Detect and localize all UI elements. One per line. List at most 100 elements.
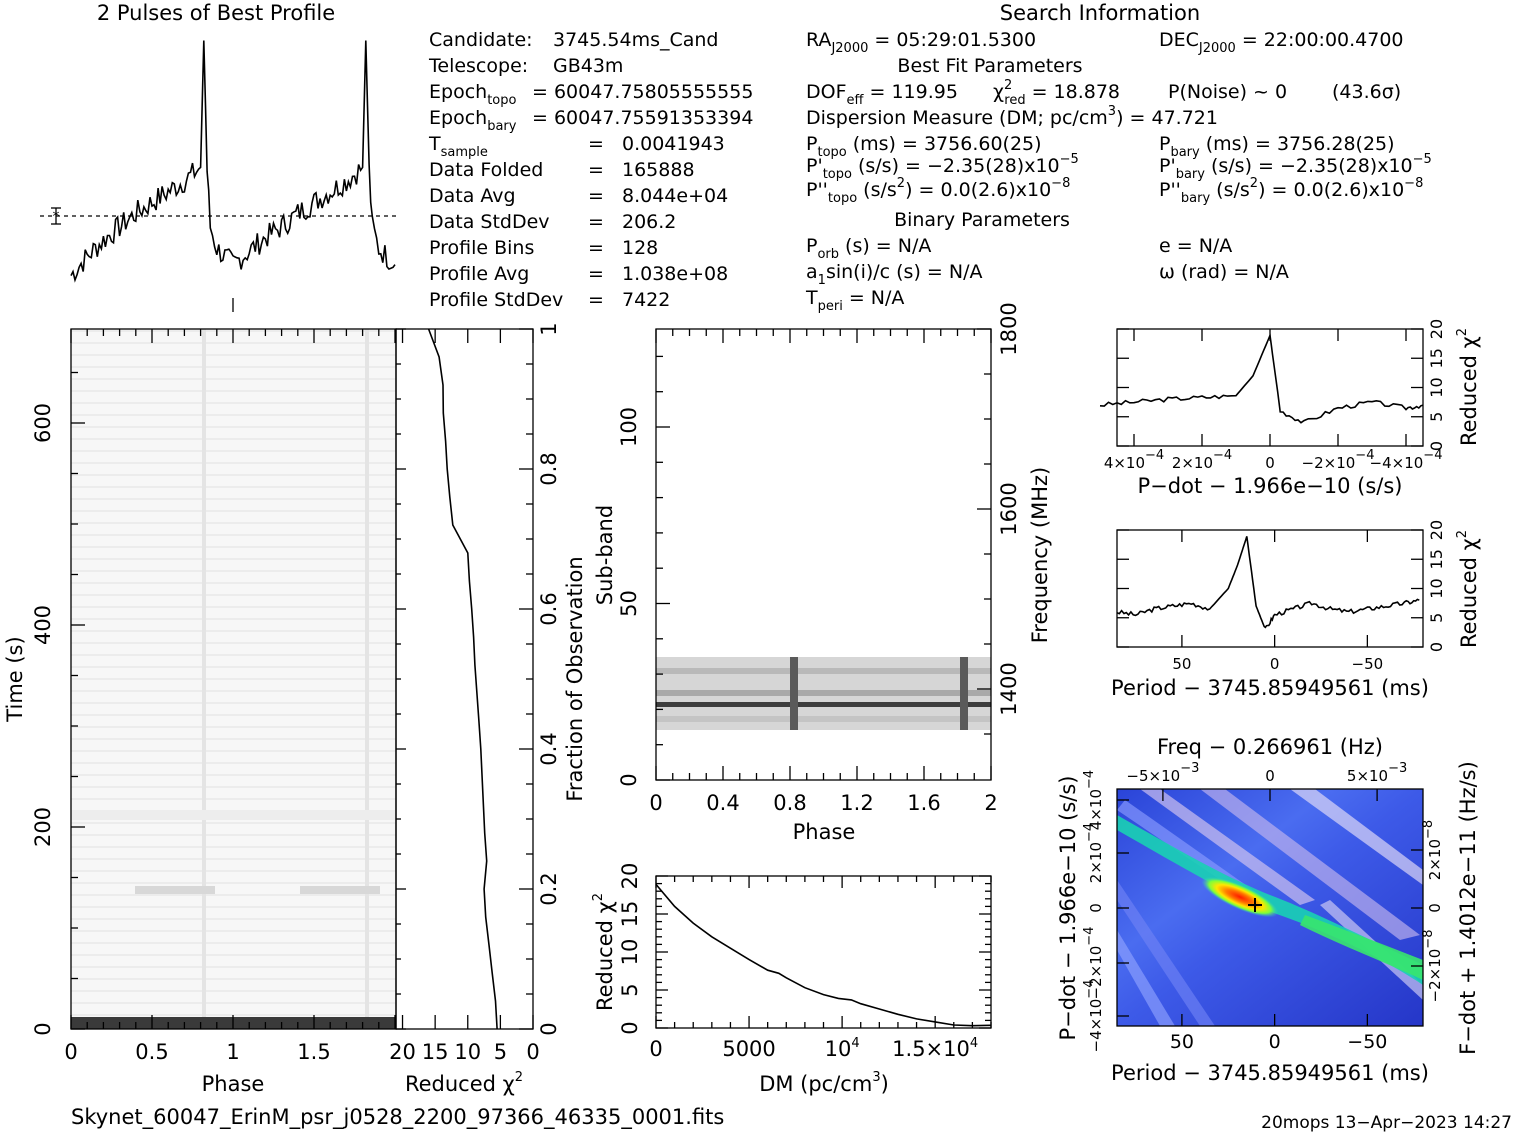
subband-rtick: 1600 xyxy=(997,482,1021,535)
subband-ticks: 0 0.4 0.8 1.2 1.6 2 0 50 100 1400 1600 1800 xyxy=(617,302,1021,815)
info-row-value: 128 xyxy=(622,237,658,259)
tsample-equals: = xyxy=(588,133,604,155)
info-rows: Data Folded = 165888 Data Avg = 8.044e+04 Data… xyxy=(429,159,728,311)
pbary-line: Pbary (ms) = 3756.28(25) xyxy=(1159,133,1395,160)
dm-xtick: 5000 xyxy=(722,1037,775,1061)
dm-frame xyxy=(655,875,992,1029)
info-row-label: Profile Bins xyxy=(429,237,534,259)
info-row-equals: = xyxy=(588,289,604,311)
subband-pulse-1 xyxy=(790,657,798,730)
tperi-line: Tperi = N/A xyxy=(805,287,904,314)
small-ytick: 15 xyxy=(1427,348,1446,368)
dm-xlabel: DM (pc/cm3) xyxy=(759,1070,889,1096)
map-rtick: 2×10−8 xyxy=(1421,820,1444,880)
info-row-equals: = xyxy=(588,211,604,233)
chi-time-xtick: 10 xyxy=(454,1040,481,1064)
subband-plot: 0 0.4 0.8 1.2 1.6 2 0 50 100 1400 1600 1800 Phase S… xyxy=(593,302,1052,844)
map-ytick: −2×10−4 xyxy=(1082,927,1105,1000)
dm-ytick: 20 xyxy=(618,863,642,890)
chi-line: χ2 red = 18.878 xyxy=(993,78,1120,108)
pddot-bary-line: P''bary (s/s2) = 0.0(2.6)x10−8 xyxy=(1159,176,1423,206)
binary-title: Binary Parameters xyxy=(894,209,1070,231)
subband-rlabel: Frequency (MHz) xyxy=(1028,467,1052,643)
time-phase-ytick: 200 xyxy=(31,807,55,847)
candidate-info: Candidate: 3745.54ms_Cand Telescope: GB4… xyxy=(428,29,753,311)
info-row-label: Data Folded xyxy=(429,159,543,181)
time-band-200 xyxy=(71,810,396,820)
subband-rtick: 1400 xyxy=(997,662,1021,715)
pdot-bary-line: P'bary (s/s) = −2.35(28)x10−5 xyxy=(1159,152,1432,182)
epoch-bary-value: = 60047.75591353394 xyxy=(532,107,753,129)
subband-xtick: 0.4 xyxy=(706,791,739,815)
chi-time-rlabel: Fraction of Observation xyxy=(563,556,587,801)
dm-series xyxy=(655,883,992,1027)
subband-ytick: 100 xyxy=(617,407,641,447)
small-ytick: 5 xyxy=(1427,412,1446,422)
dm-ylabel: Reduced χ2 xyxy=(591,893,617,1011)
chi-time-rtick: 0.6 xyxy=(537,592,561,625)
map-ytick: 2×10−4 xyxy=(1082,823,1105,883)
tsample-label: Tsample xyxy=(428,133,488,160)
time-phase-xtick: 1.5 xyxy=(297,1040,330,1064)
chi-time-rtick: 1 xyxy=(537,322,561,335)
profile-plot: * xyxy=(40,40,400,312)
subband-xtick: 0 xyxy=(649,791,662,815)
map-toptick: 5×10−3 xyxy=(1347,761,1407,785)
candidate-value: 3745.54ms_Cand xyxy=(553,29,719,51)
period-series xyxy=(1116,536,1420,629)
dof-line: DOFeff = 119.95 xyxy=(806,81,958,108)
map-title: Freq − 0.266961 (Hz) xyxy=(1157,735,1383,759)
info-row-equals: = xyxy=(588,237,604,259)
chi-time-rtick: 0.2 xyxy=(537,872,561,905)
pdot-topo-line: P'topo (s/s) = −2.35(28)x10−5 xyxy=(806,152,1079,182)
epoch-bary-label: Epochbary xyxy=(429,107,517,134)
time-phase-xtick: 0 xyxy=(64,1040,77,1064)
pdot-frame xyxy=(1116,328,1424,447)
omega-line: ω (rad) = N/A xyxy=(1159,261,1289,283)
chi-time-series xyxy=(427,328,498,1030)
pdot-series xyxy=(1099,332,1424,424)
small-ytick: 10 xyxy=(1427,377,1446,397)
ptopo-line: Ptopo (ms) = 3756.60(25) xyxy=(806,133,1042,160)
pulse-track-2 xyxy=(365,329,369,1029)
time-phase-ytick: 600 xyxy=(31,403,55,443)
map-ridge-right xyxy=(1300,915,1423,980)
footer-stamp: 20mops 13−Apr−2023 14:27 xyxy=(1261,1113,1512,1133)
time-band-a xyxy=(135,886,215,894)
info-row-label: Data Avg xyxy=(429,185,516,207)
small-ytick: 0 xyxy=(1427,642,1446,652)
ppdot-map: Freq − 0.266961 (Hz) 50 0 −50 −5×10−3 0 5×10−… xyxy=(1056,735,1480,1085)
chi-time-rtick: 0.4 xyxy=(537,732,561,765)
pnoise: P(Noise) ~ 0 xyxy=(1168,81,1287,103)
subband-xtick: 1.2 xyxy=(840,791,873,815)
time-phase-plot: 0 0.5 1 1.5 0 200 400 600 Phase Time (s) xyxy=(3,328,397,1096)
map-ticks: 50 0 −50 −5×10−3 0 5×10−3 4×10−42×10−4 0 −2×10−4… xyxy=(1082,761,1444,1053)
time-phase-ytick: 400 xyxy=(31,605,55,645)
map-peak xyxy=(1201,876,1279,918)
small-ytick: 20 xyxy=(1427,520,1446,540)
pulse-track-1 xyxy=(202,329,206,1029)
small-ytick: 15 xyxy=(1427,549,1446,569)
subband-ytick: 50 xyxy=(617,590,641,617)
sigma: (43.6σ) xyxy=(1332,81,1401,103)
dm-ytick: 15 xyxy=(618,901,642,928)
time-phase-ticks: 0 0.5 1 1.5 0 200 400 600 xyxy=(31,329,396,1064)
chi-time-xtick: 5 xyxy=(494,1040,507,1064)
map-xtick: 0 xyxy=(1269,1031,1281,1053)
time-phase-xtick: 1 xyxy=(226,1040,239,1064)
map-ytick: −4×10−4 xyxy=(1082,980,1105,1053)
small-xtick: −50 xyxy=(1352,655,1384,673)
time-phase-image xyxy=(71,329,396,1029)
map-xtick: −50 xyxy=(1347,1031,1387,1053)
ra-line: RAJ2000 = 05:29:01.5300 xyxy=(806,29,1036,56)
subband-xtick: 2 xyxy=(984,791,997,815)
porb-line: Porb (s) = N/A xyxy=(806,235,931,262)
a1-line: a1sin(i)/c (s) = N/A xyxy=(806,261,982,288)
map-rtick: −2×10−8 xyxy=(1421,930,1444,1003)
small-ytick: 10 xyxy=(1427,578,1446,598)
info-row-value: 165888 xyxy=(622,159,695,181)
pdot-rlabel: Reduced χ2 xyxy=(1455,328,1481,446)
chi-time-xlabel: Reduced χ2 xyxy=(405,1070,523,1096)
map-ytick: 0 xyxy=(1087,903,1105,913)
